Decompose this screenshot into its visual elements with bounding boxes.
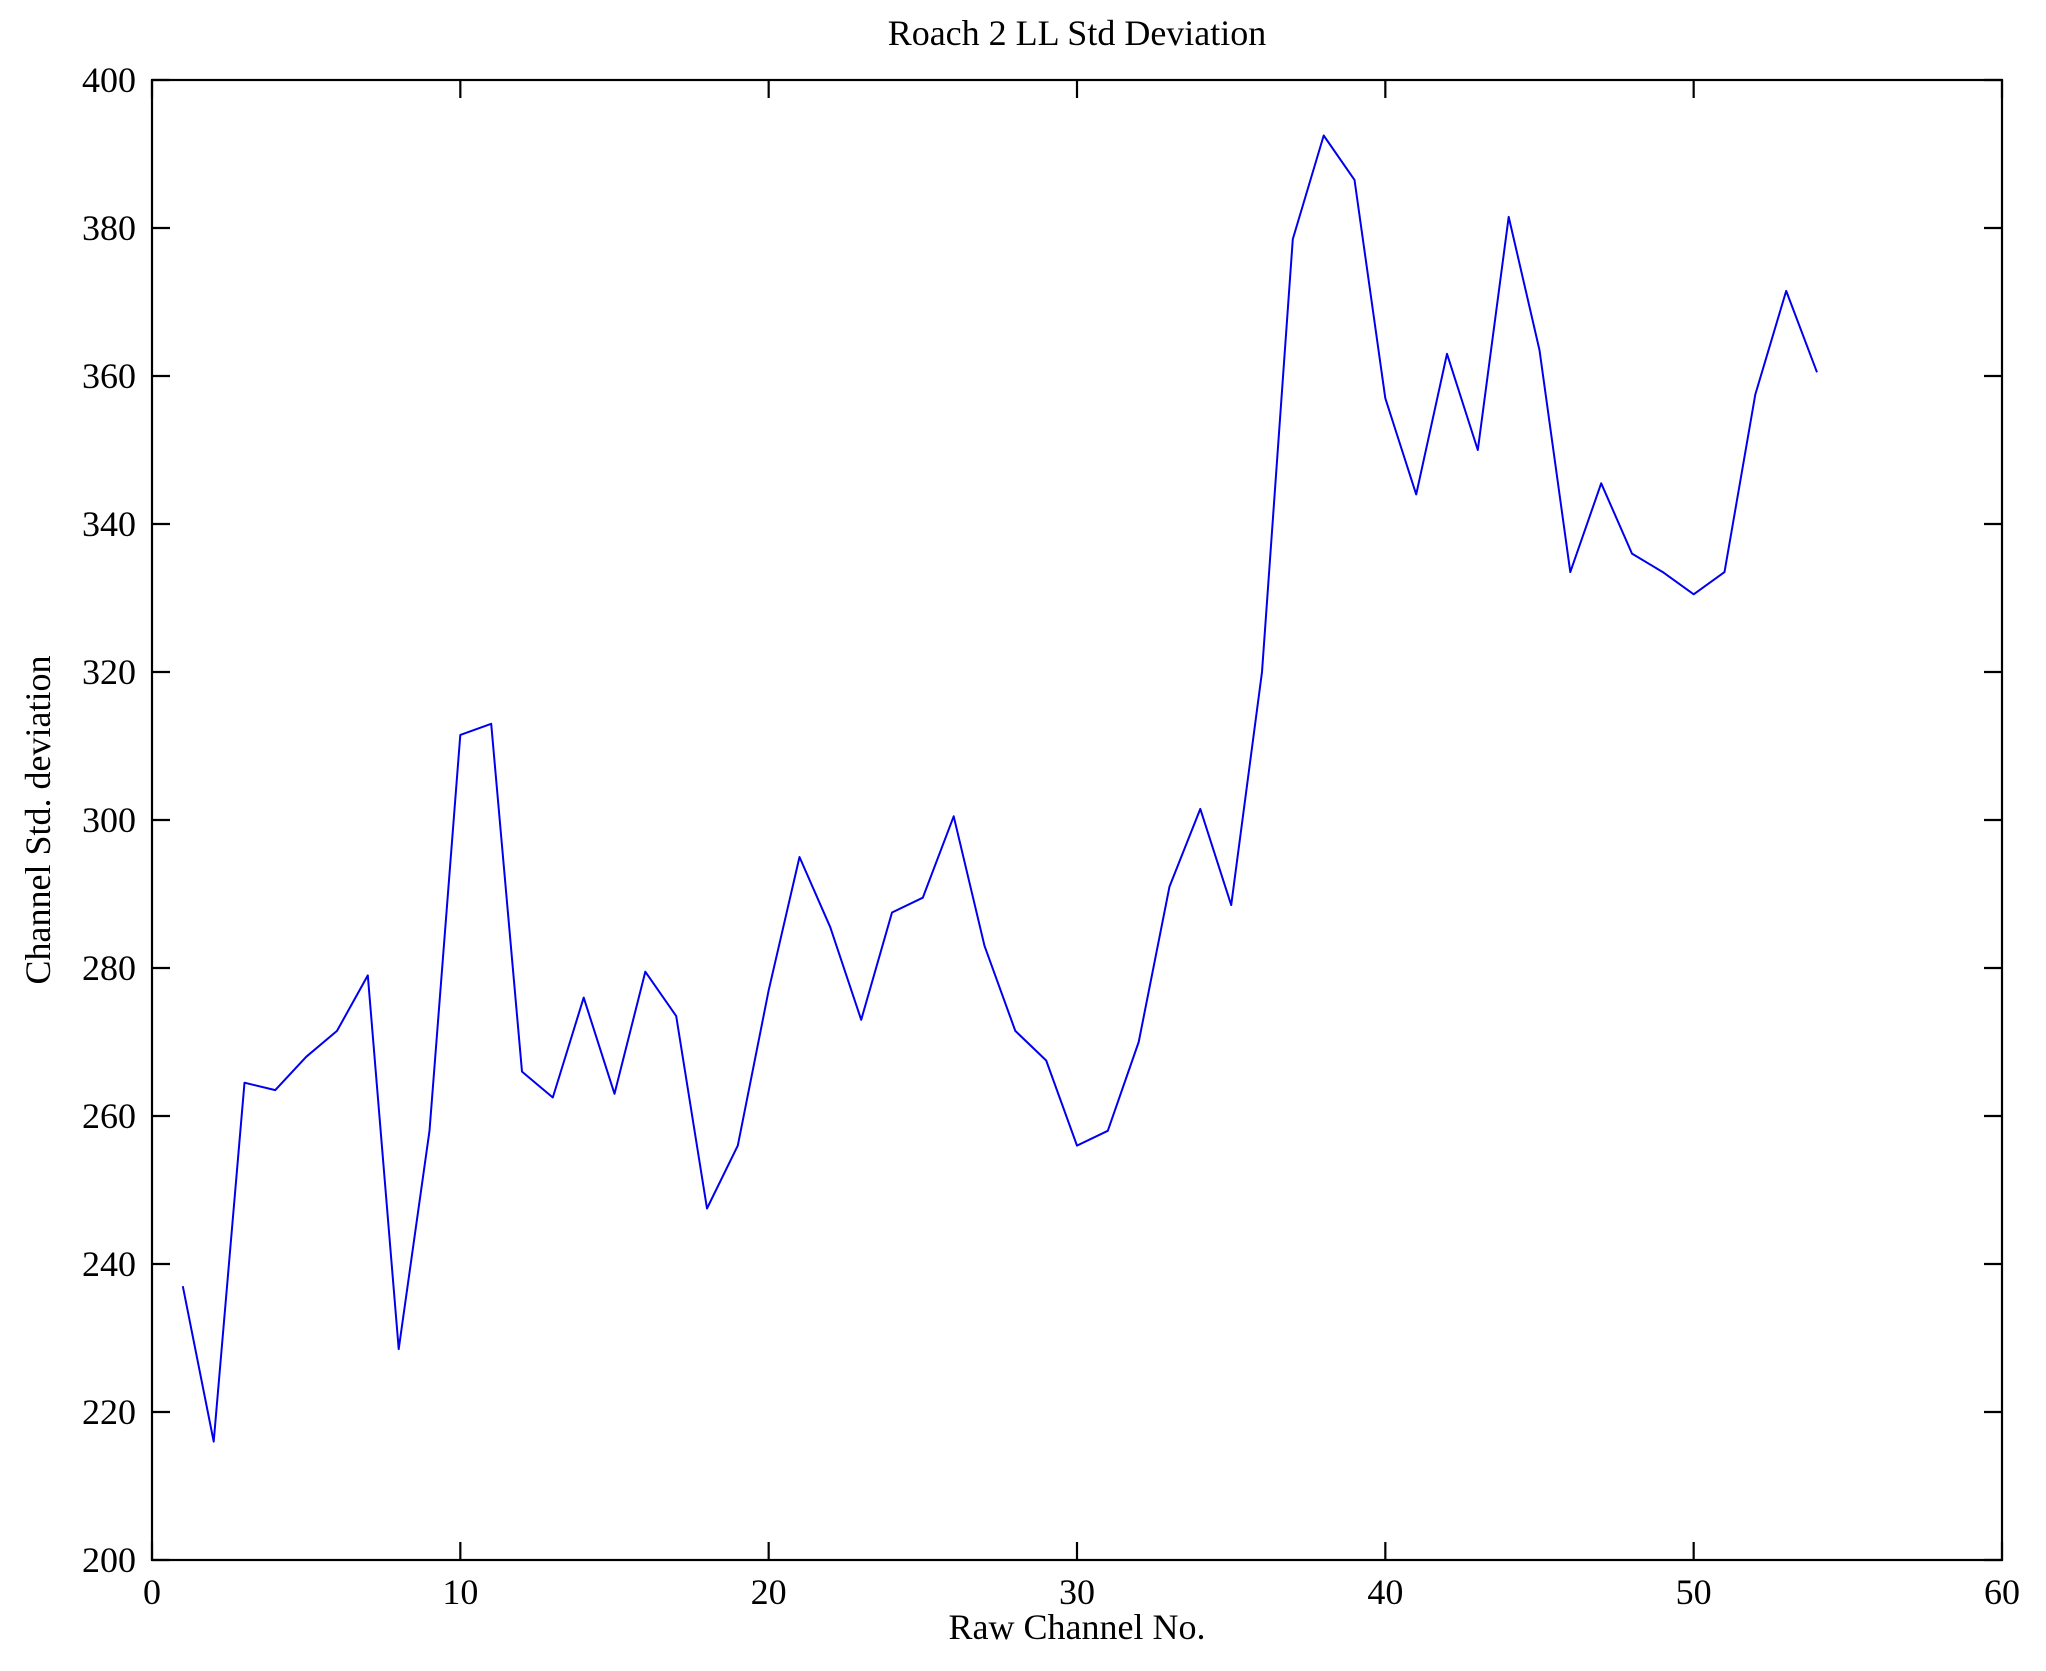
x-tick-label: 50 xyxy=(1676,1572,1712,1612)
y-tick-label: 300 xyxy=(82,800,136,840)
y-tick-label: 280 xyxy=(82,948,136,988)
y-tick-label: 380 xyxy=(82,208,136,248)
y-tick-label: 340 xyxy=(82,504,136,544)
x-tick-label: 40 xyxy=(1367,1572,1403,1612)
y-tick-label: 320 xyxy=(82,652,136,692)
x-tick-label: 60 xyxy=(1984,1572,2020,1612)
x-axis-label: Raw Channel No. xyxy=(948,1607,1206,1647)
chart-title: Roach 2 LL Std Deviation xyxy=(887,13,1267,53)
y-tick-label: 240 xyxy=(82,1244,136,1284)
x-tick-label: 30 xyxy=(1059,1572,1095,1612)
x-tick-label: 0 xyxy=(143,1572,161,1612)
y-axis-label-text: Channel Std. deviation xyxy=(18,655,58,985)
y-tick-label: 360 xyxy=(82,356,136,396)
data-line xyxy=(181,134,1818,1443)
x-tick-label: 10 xyxy=(442,1572,478,1612)
x-tick-label: 20 xyxy=(751,1572,787,1612)
y-tick-label: 260 xyxy=(82,1096,136,1136)
y-tick-label: 220 xyxy=(82,1392,136,1432)
y-tick-label: 200 xyxy=(82,1540,136,1580)
y-tick-label: 400 xyxy=(82,60,136,100)
plot-frame xyxy=(150,78,2004,1562)
